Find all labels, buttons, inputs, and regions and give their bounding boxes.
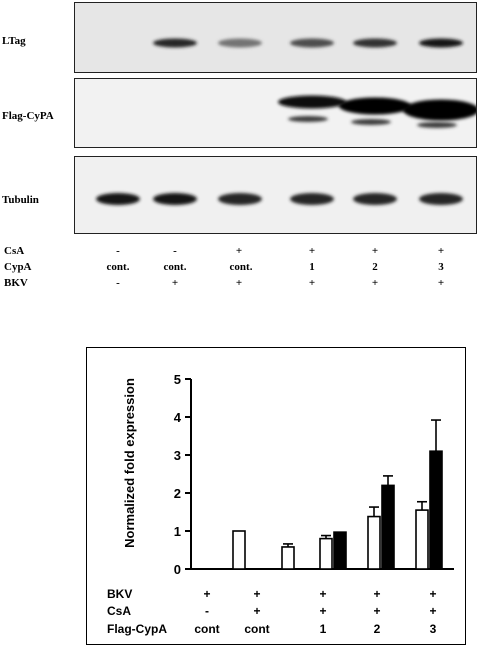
condition-value: + — [437, 245, 445, 257]
chart-condition-value: + — [373, 604, 380, 618]
chart-condition-label: BKV — [107, 587, 132, 601]
y-tick-label: 5 — [174, 372, 181, 387]
condition-value: 2 — [372, 261, 378, 273]
blot-band — [278, 95, 346, 109]
condition-value: 1 — [309, 261, 315, 273]
condition-value: - — [116, 245, 120, 257]
blot-band — [339, 97, 411, 115]
y-tick-label: 4 — [174, 410, 182, 425]
chart-condition-value: + — [429, 604, 436, 618]
bar — [367, 515, 381, 570]
condition-value: - — [173, 245, 177, 257]
chart-axes: 0 1 2 3 4 5 — [174, 372, 454, 577]
flag-cypa-bands — [96, 95, 476, 128]
blot-label-flag-cypa: Flag-CyPA — [2, 110, 54, 122]
ltag-bands — [153, 38, 463, 48]
chart-bars — [232, 419, 443, 570]
bar — [319, 537, 333, 570]
bar — [381, 484, 395, 570]
y-tick-label: 2 — [174, 486, 181, 501]
chart-condition-value: + — [429, 587, 436, 601]
blot-band — [96, 106, 140, 118]
chart-condition-label: CsA — [107, 604, 131, 618]
blot-band — [218, 38, 262, 48]
blot-band — [403, 99, 476, 121]
condition-value: + — [235, 277, 243, 289]
condition-value: cont. — [229, 261, 253, 273]
blot-band — [218, 193, 262, 205]
condition-value: 3 — [438, 261, 444, 273]
chart-condition-value: cont — [244, 622, 269, 636]
y-tick-label: 0 — [174, 562, 181, 577]
blot-panel-ltag — [74, 2, 477, 73]
tubulin-bands — [96, 193, 463, 205]
blot-band — [419, 38, 463, 48]
bar-chart: Normalized fold expression 0 1 2 3 4 5 BKV + + +… — [107, 372, 454, 636]
chart-condition-value: 2 — [374, 622, 381, 636]
chart-condition-value: + — [373, 587, 380, 601]
y-tick-label: 3 — [174, 448, 181, 463]
chart-condition-value: + — [319, 604, 326, 618]
blot-band — [353, 193, 397, 205]
condition-value: + — [371, 277, 379, 289]
blot-band-minor — [351, 119, 391, 125]
chart-condition-value: + — [203, 587, 210, 601]
condition-value: + — [308, 277, 316, 289]
condition-value: + — [235, 245, 243, 257]
blot-panel-flag-cypa — [74, 78, 477, 148]
bar — [281, 546, 295, 570]
condition-label-csa: CsA — [4, 245, 25, 257]
blot-band — [218, 106, 262, 118]
blot-band-minor — [288, 116, 328, 122]
chart-condition-table: BKV + + + + + CsA - + + + + Flag-CypA cont cont 1 2 3 — [107, 587, 437, 636]
blot-label-ltag: LTag — [2, 35, 26, 47]
blot-band-minor — [417, 122, 457, 128]
condition-value: + — [371, 245, 379, 257]
bar — [415, 509, 429, 570]
y-axis-label: Normalized fold expression — [122, 378, 137, 548]
bar — [232, 530, 246, 570]
blot-band — [353, 38, 397, 48]
chart-condition-value: 1 — [320, 622, 327, 636]
blot-panel-tubulin — [74, 156, 477, 234]
blot-band — [290, 38, 334, 48]
blot-band — [153, 38, 197, 48]
condition-label-bkv: BKV — [4, 277, 28, 289]
y-tick-label: 1 — [174, 524, 181, 539]
blot-band — [96, 193, 140, 205]
condition-value: cont. — [106, 261, 130, 273]
bar-chart-panel: Normalized fold expression 0 1 2 3 4 5 BKV + + +… — [86, 347, 466, 645]
condition-value: + — [437, 277, 445, 289]
blot-band — [419, 193, 463, 205]
blot-band — [290, 193, 334, 205]
condition-label-cypa: CypA — [4, 261, 32, 273]
chart-condition-value: + — [253, 587, 260, 601]
chart-condition-value: + — [253, 604, 260, 618]
chart-condition-value: 3 — [430, 622, 437, 636]
chart-condition-value: cont — [194, 622, 219, 636]
chart-condition-value: + — [319, 587, 326, 601]
blot-band — [153, 193, 197, 205]
condition-value: cont. — [163, 261, 187, 273]
blot-label-tubulin: Tubulin — [2, 194, 39, 206]
condition-value: + — [171, 277, 179, 289]
chart-condition-value: - — [205, 604, 209, 618]
chart-condition-label: Flag-CypA — [107, 622, 167, 636]
bar — [333, 531, 347, 570]
condition-value: - — [116, 277, 120, 289]
bar — [429, 450, 443, 570]
blot-band — [153, 106, 197, 118]
condition-value: + — [308, 245, 316, 257]
